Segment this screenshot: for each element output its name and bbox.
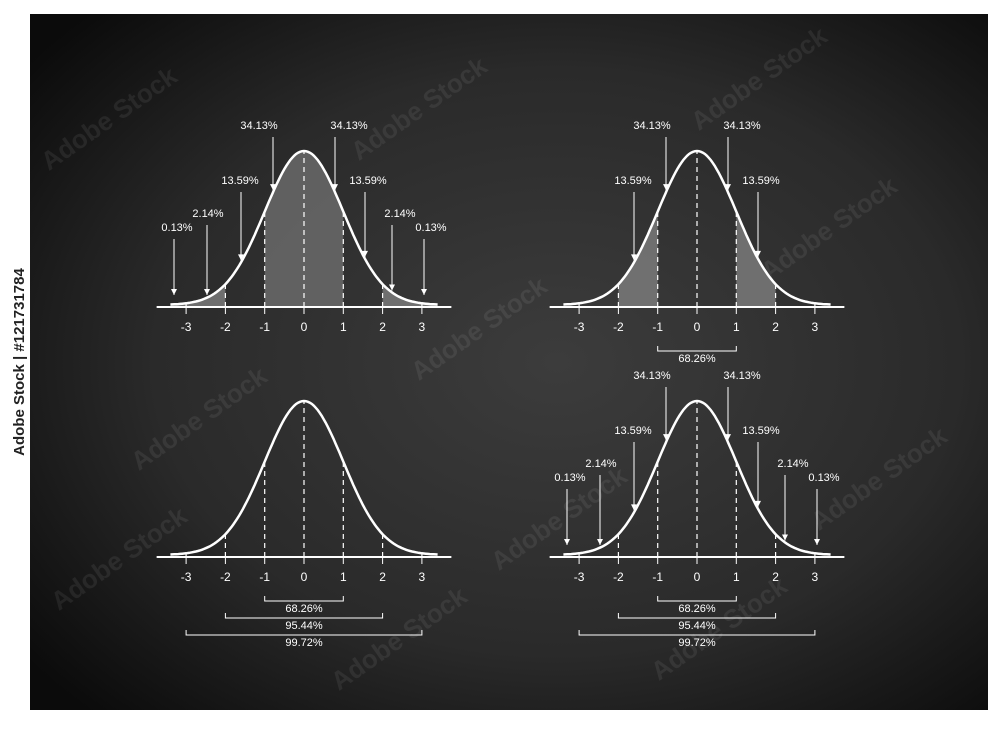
x-tick-label: 0 — [694, 570, 701, 584]
arrow-head — [755, 250, 761, 257]
percent-label: 2.14% — [192, 208, 223, 220]
x-tick-label: -1 — [259, 320, 270, 334]
chalkboard — [30, 14, 988, 710]
x-tick-label: -3 — [181, 320, 192, 334]
x-tick-label: -3 — [181, 570, 192, 584]
arrow-head — [755, 500, 761, 507]
x-tick-label: 0 — [301, 570, 308, 584]
x-tick-label: 2 — [379, 320, 386, 334]
percent-label: 13.59% — [614, 175, 652, 187]
arrow-head — [725, 184, 731, 191]
range-label: 68.26% — [678, 603, 716, 615]
range-bracket — [185, 630, 423, 636]
x-tick-label: 0 — [301, 320, 308, 334]
x-tick-label: 1 — [733, 320, 740, 334]
range-bracket — [657, 596, 737, 602]
x-tick-label: 2 — [772, 570, 779, 584]
arrow-head — [782, 534, 788, 541]
range-label: 99.72% — [285, 637, 323, 649]
percent-label: 0.13% — [415, 222, 446, 234]
arrow-head — [631, 254, 637, 261]
range-label: 95.44% — [285, 620, 323, 632]
percent-label: 34.13% — [723, 370, 761, 382]
arrow-head — [597, 539, 603, 545]
percent-label: 0.13% — [161, 222, 192, 234]
arrow-head — [362, 250, 368, 257]
x-tick-label: -2 — [613, 320, 624, 334]
x-tick-label: 3 — [419, 570, 426, 584]
percent-label: 34.13% — [240, 120, 278, 132]
arrow-head — [663, 184, 669, 191]
x-tick-label: -1 — [652, 320, 663, 334]
arrow-head — [270, 184, 276, 191]
arrow-head — [421, 289, 427, 295]
x-tick-label: -3 — [574, 570, 585, 584]
percent-label: 2.14% — [777, 458, 808, 470]
shaded-area — [264, 151, 344, 307]
arrow-head — [663, 434, 669, 441]
range-label: 68.26% — [285, 603, 323, 615]
x-tick-label: 2 — [772, 320, 779, 334]
percent-label: 34.13% — [633, 120, 671, 132]
shaded-area — [382, 284, 438, 307]
arrow-head — [171, 289, 177, 295]
x-tick-label: 0 — [694, 320, 701, 334]
arrow-head — [814, 539, 820, 545]
x-tick-label: -2 — [220, 570, 231, 584]
range-bracket — [657, 346, 737, 352]
stock-id: Adobe Stock | #121731784 — [11, 268, 28, 456]
x-tick-label: 1 — [340, 320, 347, 334]
arrow-head — [238, 254, 244, 261]
x-tick-label: 2 — [379, 570, 386, 584]
arrow-head — [725, 434, 731, 441]
percent-label: 13.59% — [742, 425, 780, 437]
bell-curve — [170, 399, 438, 556]
arrow-head — [564, 539, 570, 545]
x-tick-label: 1 — [733, 570, 740, 584]
range-label: 68.26% — [678, 353, 716, 365]
range-bracket — [264, 596, 344, 602]
arrow-head — [389, 284, 395, 291]
percent-label: 13.59% — [349, 175, 387, 187]
bell-curve — [170, 149, 438, 306]
arrow-head — [332, 184, 338, 191]
percent-label: 34.13% — [633, 370, 671, 382]
x-tick-label: 3 — [419, 320, 426, 334]
x-tick-label: -1 — [259, 570, 270, 584]
x-tick-label: 1 — [340, 570, 347, 584]
percent-label: 34.13% — [330, 120, 368, 132]
x-tick-label: 3 — [812, 320, 819, 334]
percent-label: 34.13% — [723, 120, 761, 132]
range-bracket — [578, 630, 816, 636]
shaded-area — [170, 284, 226, 307]
arrow-head — [204, 289, 210, 295]
range-label: 95.44% — [678, 620, 716, 632]
range-label: 99.72% — [678, 637, 716, 649]
range-bracket — [224, 613, 384, 619]
percent-label: 0.13% — [554, 472, 585, 484]
bell-curve — [563, 149, 831, 306]
x-tick-label: -3 — [574, 320, 585, 334]
percent-label: 2.14% — [585, 458, 616, 470]
x-tick-label: -1 — [652, 570, 663, 584]
bell-curve — [563, 399, 831, 556]
x-tick-label: -2 — [613, 570, 624, 584]
percent-label: 13.59% — [614, 425, 652, 437]
range-bracket — [617, 613, 777, 619]
percent-label: 13.59% — [742, 175, 780, 187]
x-tick-label: -2 — [220, 320, 231, 334]
x-tick-label: 3 — [812, 570, 819, 584]
arrow-head — [631, 504, 637, 511]
percent-label: 0.13% — [808, 472, 839, 484]
percent-label: 13.59% — [221, 175, 259, 187]
percent-label: 2.14% — [384, 208, 415, 220]
